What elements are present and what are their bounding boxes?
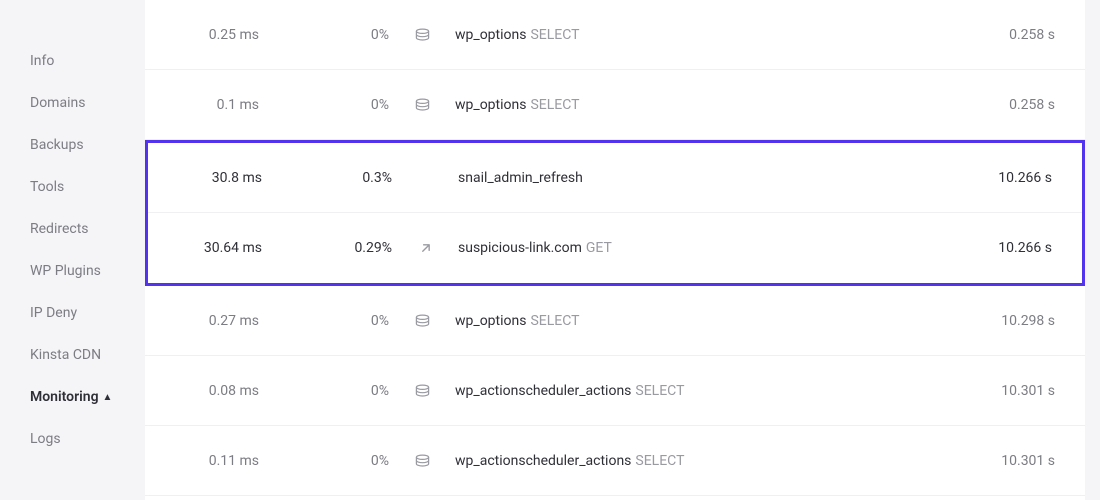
cell-icon — [389, 27, 455, 43]
query-method: GET — [586, 240, 612, 256]
sidebar-item-redirects[interactable]: Redirects — [30, 208, 145, 250]
cell-query: wp_optionsSELECT — [455, 313, 945, 329]
table-row[interactable]: 0.27 ms0%wp_optionsSELECT10.298 s — [145, 286, 1085, 356]
cell-query: wp_actionscheduler_actionsSELECT — [455, 383, 945, 399]
database-icon — [415, 454, 430, 468]
table-row[interactable]: 0.11 ms0% wp_actionscheduler_actionsSELEC… — [145, 426, 1085, 496]
query-name: wp_actionscheduler_actions — [455, 453, 631, 469]
cell-icon — [389, 383, 455, 399]
cell-time: 10.266 s — [942, 170, 1052, 186]
cell-query: suspicious-link.comGET — [458, 240, 942, 256]
cell-query: snail_admin_refresh — [458, 170, 942, 186]
cell-percent: 0% — [259, 313, 389, 329]
cell-icon — [389, 453, 455, 469]
cell-duration: 0.27 ms — [159, 313, 259, 329]
query-method: SELECT — [635, 453, 684, 469]
sidebar-item-logs[interactable]: Logs — [30, 418, 145, 460]
database-icon — [415, 384, 430, 398]
cell-time: 10.301 s — [945, 383, 1055, 399]
cell-percent: 0.29% — [262, 240, 392, 256]
cell-percent: 0% — [259, 27, 389, 43]
cell-time: 10.298 s — [945, 313, 1055, 329]
cell-duration: 0.1 ms — [159, 97, 259, 113]
cell-icon — [389, 97, 455, 113]
query-method: SELECT — [635, 383, 684, 399]
table-row[interactable]: 30.8 ms0.3% snail_admin_refresh 10.266 s — [148, 143, 1082, 213]
cell-duration: 0.11 ms — [159, 453, 259, 469]
table-row[interactable]: 30.64 ms0.29%suspicious-link.comGET10.26… — [148, 213, 1082, 283]
cell-duration: 30.64 ms — [162, 240, 262, 256]
table-row[interactable]: 0.1 ms0%wp_optionsSELECT0.258 s — [145, 70, 1085, 140]
highlighted-rows: 30.8 ms0.3%snail_admin_refresh10.266 s30… — [145, 140, 1085, 286]
cell-time: 10.301 s — [945, 453, 1055, 469]
cell-query: wp_optionsSELECT — [455, 97, 945, 113]
query-method: SELECT — [530, 27, 579, 43]
cell-percent: 0% — [259, 453, 389, 469]
cell-query: wp_optionsSELECT — [455, 27, 945, 43]
query-name: suspicious-link.com — [458, 240, 582, 256]
query-method: SELECT — [530, 97, 579, 113]
sidebar-item-domains[interactable]: Domains — [30, 82, 145, 124]
sidebar-item-wp-plugins[interactable]: WP Plugins — [30, 250, 145, 292]
table-row[interactable]: 0.25 ms0%wp_optionsSELECT0.258 s — [145, 0, 1085, 70]
cell-icon — [392, 240, 458, 256]
cell-time: 0.258 s — [945, 97, 1055, 113]
sidebar-item-info[interactable]: Info — [30, 40, 145, 82]
cell-query: wp_actionscheduler_actionsSELECT — [455, 453, 945, 469]
query-name: wp_actionscheduler_actions — [455, 383, 631, 399]
monitoring-table: 0.25 ms0%wp_optionsSELECT0.258 s0.1 ms0%… — [145, 0, 1085, 500]
database-icon — [415, 314, 430, 328]
database-icon — [415, 28, 430, 42]
query-name: wp_options — [455, 27, 526, 43]
cell-percent: 0% — [259, 97, 389, 113]
cell-percent: 0.3% — [262, 170, 392, 186]
cell-icon — [389, 313, 455, 329]
sidebar-item-kinsta-cdn[interactable]: Kinsta CDN — [30, 334, 145, 376]
cell-duration: 0.25 ms — [159, 27, 259, 43]
cell-duration: 0.08 ms — [159, 383, 259, 399]
sidebar: InfoDomainsBackupsToolsRedirectsWP Plugi… — [0, 0, 145, 500]
query-method: SELECT — [530, 313, 579, 329]
query-name: wp_options — [455, 97, 526, 113]
sidebar-item-ip-deny[interactable]: IP Deny — [30, 292, 145, 334]
query-name: snail_admin_refresh — [458, 170, 583, 186]
cell-duration: 30.8 ms — [162, 170, 262, 186]
sidebar-item-monitoring[interactable]: Monitoring▲ — [30, 376, 145, 418]
database-icon — [415, 98, 430, 112]
cell-time: 0.258 s — [945, 27, 1055, 43]
active-indicator-icon: ▲ — [103, 392, 113, 403]
cell-percent: 0% — [259, 383, 389, 399]
sidebar-item-tools[interactable]: Tools — [30, 166, 145, 208]
external-link-icon — [420, 243, 431, 254]
sidebar-item-backups[interactable]: Backups — [30, 124, 145, 166]
table-row[interactable]: 0.08 ms0% wp_actionscheduler_actionsSELEC… — [145, 356, 1085, 426]
query-name: wp_options — [455, 313, 526, 329]
cell-time: 10.266 s — [942, 240, 1052, 256]
